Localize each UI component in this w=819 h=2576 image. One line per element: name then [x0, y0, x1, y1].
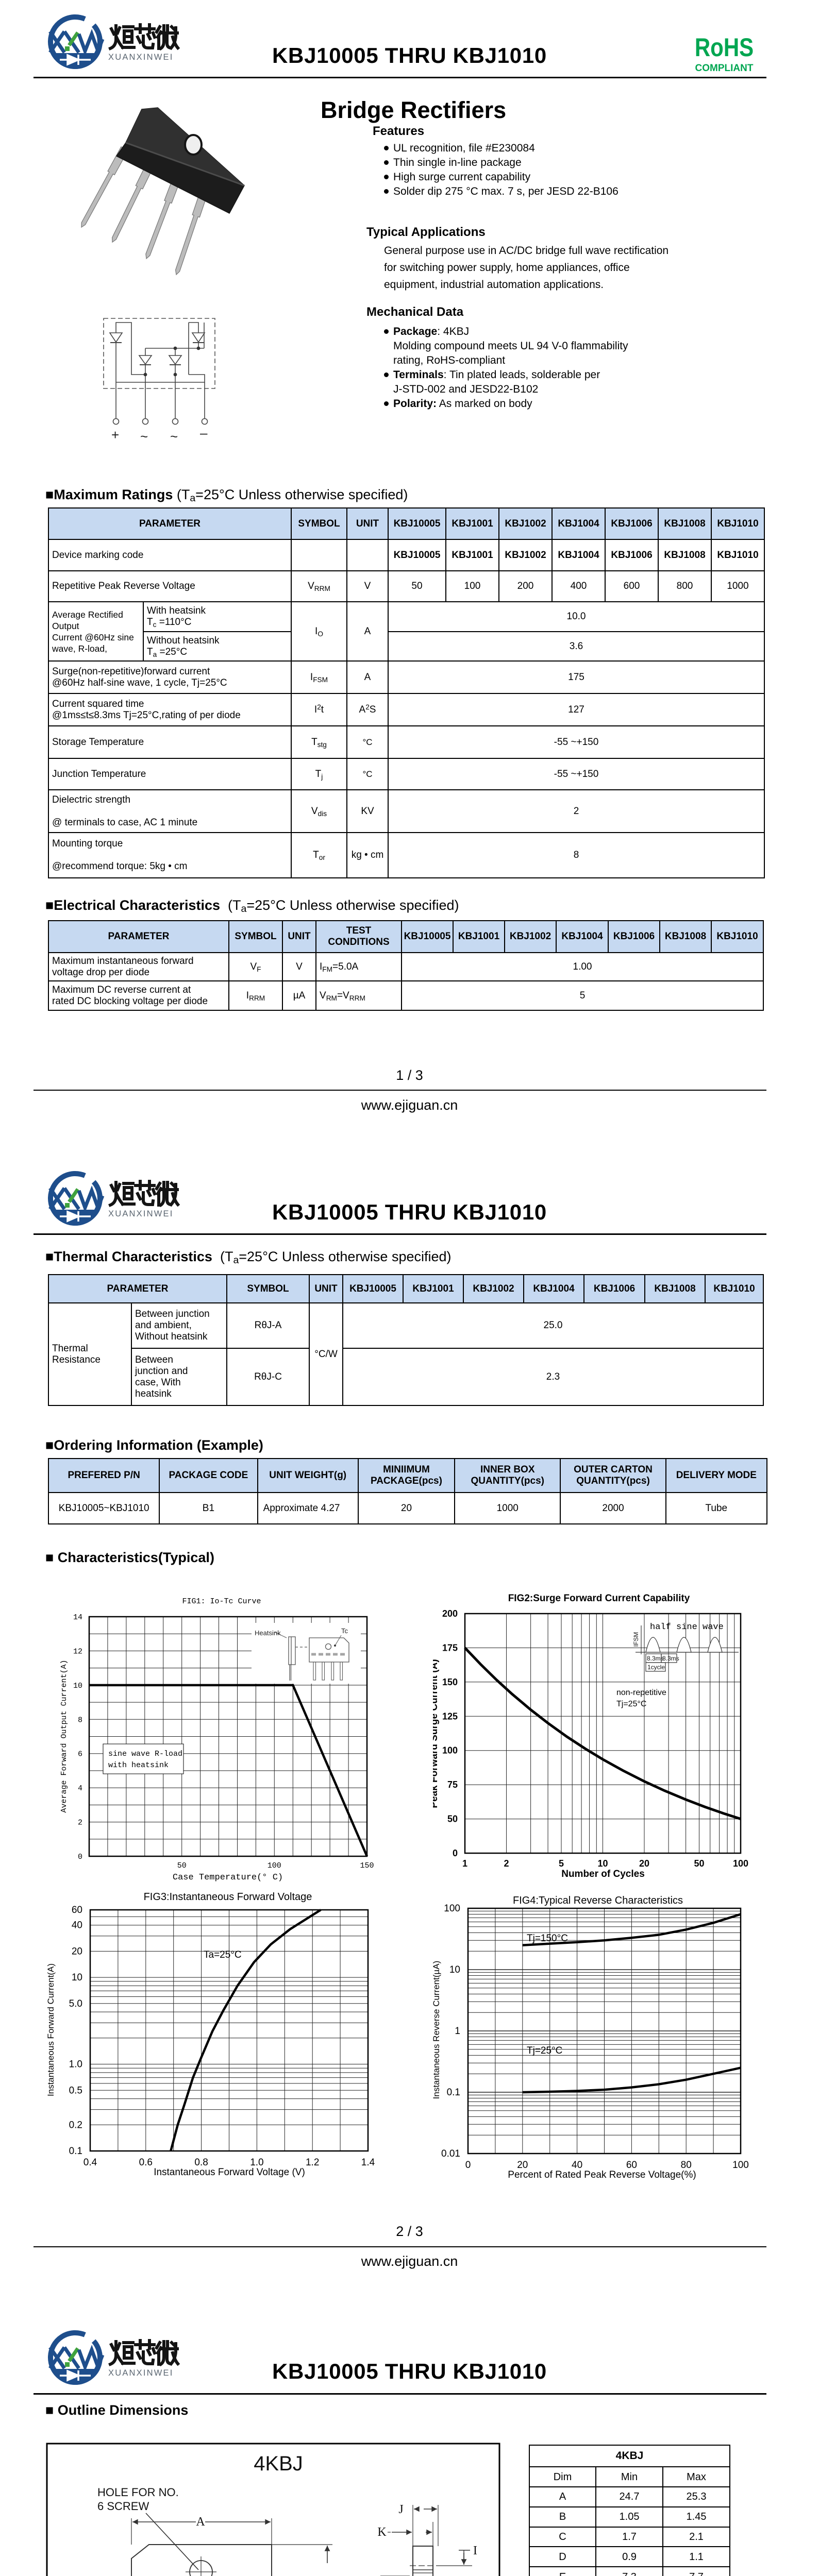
svg-text:+: +: [111, 427, 119, 443]
svg-text:IFSM: IFSM: [632, 1632, 640, 1647]
svg-text:4KBJ: 4KBJ: [254, 2452, 303, 2475]
svg-text:1.0: 1.0: [69, 2059, 82, 2070]
svg-text:6 SCREW: 6 SCREW: [97, 2500, 149, 2513]
svg-text:150: 150: [442, 1677, 458, 1687]
svg-text:150: 150: [360, 1861, 374, 1870]
svg-text:FIG4:Typical Reverse Character: FIG4:Typical Reverse Characteristics: [513, 1895, 683, 1906]
svg-text:10: 10: [72, 1972, 82, 1983]
svg-text:60: 60: [72, 1905, 82, 1916]
svg-text:0.2: 0.2: [69, 2120, 82, 2130]
svg-text:Instantaneous Forward Voltage: Instantaneous Forward Voltage (V): [154, 2167, 305, 2178]
svg-text:~: ~: [170, 429, 178, 443]
svg-text:Tj=25°C: Tj=25°C: [527, 2045, 562, 2056]
svg-text:5.0: 5.0: [69, 1998, 82, 2009]
svg-text:1cycle: 1cycle: [647, 1664, 665, 1671]
svg-text:FIG1: Io-Tc Curve: FIG1: Io-Tc Curve: [182, 1597, 261, 1606]
svg-text:Ta=25°C: Ta=25°C: [204, 1950, 242, 1960]
svg-text:Tj=150°C: Tj=150°C: [527, 1933, 568, 1944]
svg-text:1: 1: [455, 2026, 460, 2037]
svg-text:6: 6: [78, 1750, 82, 1759]
svg-text:0.1: 0.1: [447, 2087, 460, 2098]
svg-text:~: ~: [140, 429, 148, 443]
svg-text:175: 175: [442, 1642, 458, 1653]
svg-text:10: 10: [73, 1682, 82, 1690]
svg-text:HOLE FOR NO.: HOLE FOR NO.: [97, 2486, 179, 2499]
svg-text:sine wave R-load: sine wave R-load: [108, 1750, 182, 1758]
svg-text:40: 40: [72, 1920, 82, 1931]
svg-text:50: 50: [177, 1861, 187, 1870]
svg-text:100: 100: [444, 1903, 460, 1914]
svg-text:10: 10: [449, 1964, 460, 1975]
svg-text:0.8: 0.8: [194, 2157, 208, 2168]
svg-text:Average Forward Output Current: Average Forward Output Current(A): [60, 1659, 69, 1812]
svg-text:1.0: 1.0: [250, 2157, 263, 2168]
svg-text:Number of Cycles: Number of Cycles: [561, 1869, 645, 1879]
svg-text:100: 100: [268, 1861, 281, 1870]
svg-text:50: 50: [447, 1814, 458, 1824]
svg-text:100: 100: [732, 2160, 749, 2171]
svg-text:Percent of Rated Peak Reverse: Percent of Rated Peak Reverse Voltage(%): [508, 2170, 696, 2180]
svg-text:60: 60: [626, 2160, 637, 2171]
svg-text:8.3ms: 8.3ms: [662, 1655, 679, 1662]
svg-text:1.4: 1.4: [361, 2157, 375, 2168]
svg-text:8: 8: [78, 1716, 82, 1724]
svg-text:Tc: Tc: [341, 1627, 348, 1635]
svg-text:1: 1: [462, 1858, 467, 1869]
svg-text:40: 40: [572, 2160, 582, 2171]
svg-text:0: 0: [78, 1853, 82, 1861]
svg-text:Instantaneous Forward Current(: Instantaneous Forward Current(A): [46, 1963, 56, 2096]
svg-text:4: 4: [78, 1784, 82, 1793]
svg-text:Instantaneous Reverse Current(: Instantaneous Reverse Current(µA): [433, 1961, 441, 2099]
svg-text:20: 20: [517, 2160, 528, 2171]
svg-text:0.01: 0.01: [441, 2148, 460, 2159]
svg-text:0.1: 0.1: [69, 2146, 82, 2157]
svg-text:0: 0: [453, 1848, 458, 1858]
svg-text:J: J: [398, 2503, 403, 2516]
svg-text:Heatsink: Heatsink: [255, 1629, 281, 1637]
svg-text:Peak Forward Surge Current (A): Peak Forward Surge Current (A): [433, 1659, 440, 1808]
svg-text:20: 20: [72, 1946, 82, 1957]
svg-text:10: 10: [597, 1858, 608, 1869]
svg-text:–: –: [200, 425, 208, 440]
svg-text:75: 75: [447, 1780, 458, 1790]
svg-text:0.6: 0.6: [139, 2157, 153, 2168]
svg-text:200: 200: [442, 1608, 458, 1619]
svg-text:100: 100: [733, 1858, 748, 1869]
svg-text:I: I: [473, 2544, 477, 2557]
svg-text:8.3ms: 8.3ms: [647, 1655, 664, 1662]
svg-text:2: 2: [504, 1858, 509, 1869]
svg-text:0.5: 0.5: [69, 2085, 82, 2096]
svg-text:100: 100: [442, 1745, 458, 1756]
svg-text:0.4: 0.4: [83, 2157, 97, 2168]
svg-text:FIG2:Surge Forward Current Cap: FIG2:Surge Forward Current Capability: [508, 1593, 690, 1604]
svg-text:125: 125: [442, 1711, 458, 1721]
svg-text:Tj=25°C: Tj=25°C: [616, 1700, 646, 1708]
svg-text:20: 20: [639, 1858, 649, 1869]
svg-text:2: 2: [78, 1819, 82, 1827]
svg-text:0: 0: [465, 2160, 471, 2171]
svg-text:half sine wave: half sine wave: [650, 1622, 724, 1632]
svg-text:5: 5: [559, 1858, 564, 1869]
svg-text:with heatsink: with heatsink: [108, 1761, 169, 1770]
svg-text:Case Temperature(° C): Case Temperature(° C): [173, 1873, 283, 1883]
svg-text:14: 14: [73, 1613, 82, 1622]
svg-text:1.2: 1.2: [306, 2157, 319, 2168]
svg-text:K: K: [377, 2526, 387, 2539]
svg-text:A: A: [196, 2515, 205, 2529]
svg-text:50: 50: [694, 1858, 704, 1869]
svg-text:80: 80: [681, 2160, 692, 2171]
svg-text:non-repetitive: non-repetitive: [616, 1688, 666, 1697]
svg-text:12: 12: [73, 1647, 82, 1656]
svg-text:FIG3:Instantaneous Forward Vol: FIG3:Instantaneous Forward Voltage: [144, 1891, 312, 1903]
